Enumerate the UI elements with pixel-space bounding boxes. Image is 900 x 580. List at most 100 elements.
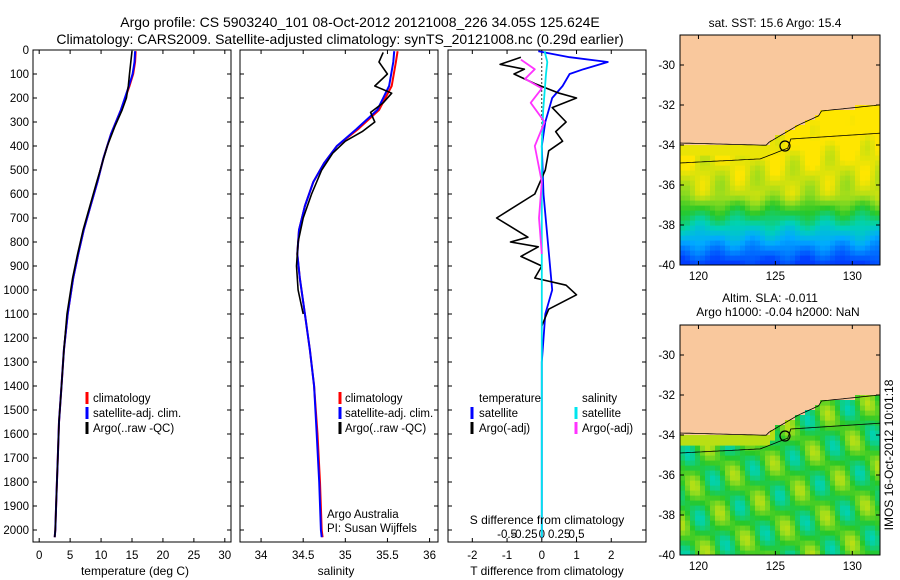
map-cell bbox=[690, 175, 696, 181]
map-cell bbox=[820, 545, 826, 551]
map-cell bbox=[875, 410, 880, 416]
map-cell bbox=[815, 405, 821, 411]
map-cell bbox=[770, 495, 776, 501]
map-cell bbox=[695, 460, 701, 466]
map-cell bbox=[845, 175, 851, 181]
map-cell bbox=[680, 195, 686, 201]
map-cell bbox=[770, 550, 776, 555]
map-cell bbox=[690, 150, 696, 156]
map-cell bbox=[870, 175, 876, 181]
map-cell bbox=[765, 225, 771, 231]
map-cell bbox=[865, 225, 871, 231]
map-cell bbox=[875, 195, 880, 201]
map-cell bbox=[815, 470, 821, 476]
map-cell bbox=[840, 135, 846, 141]
map-cell bbox=[765, 460, 771, 466]
map-cell bbox=[810, 250, 816, 256]
map-cell bbox=[750, 540, 756, 546]
map-cell bbox=[795, 250, 801, 256]
map-cell bbox=[740, 210, 746, 216]
annotation-argo-australia: Argo Australia bbox=[327, 509, 399, 521]
x-tick-label: 34 bbox=[255, 550, 268, 562]
series-line-s-argo-adj- bbox=[520, 58, 546, 255]
map-cell bbox=[680, 155, 686, 161]
map-cell bbox=[835, 150, 841, 156]
salinity-series bbox=[295, 51, 399, 538]
map-cell bbox=[825, 460, 831, 466]
depth-tick-label: 600 bbox=[10, 189, 29, 201]
map-cell bbox=[855, 250, 861, 256]
map-cell bbox=[730, 520, 736, 526]
map-cell bbox=[750, 455, 756, 461]
s-diff-tick-label: -0.25 bbox=[511, 529, 537, 541]
map-cell bbox=[690, 500, 696, 506]
map-cell bbox=[850, 205, 856, 211]
map-cell bbox=[860, 185, 866, 191]
map-cell bbox=[785, 195, 791, 201]
map-cell bbox=[710, 500, 716, 506]
map-cell bbox=[810, 530, 816, 536]
map-cell bbox=[865, 210, 871, 216]
map-cell bbox=[870, 230, 876, 236]
map-cell bbox=[800, 165, 806, 171]
map-cell bbox=[725, 500, 731, 506]
map-cell bbox=[720, 440, 726, 446]
map-cell bbox=[740, 200, 746, 206]
map-cell bbox=[730, 455, 736, 461]
map-cell bbox=[850, 500, 856, 506]
map-cell bbox=[810, 410, 816, 416]
map-cell bbox=[700, 260, 706, 265]
depth-axis: 0100200300400500600700800900100011001200… bbox=[3, 45, 646, 537]
map-cell bbox=[870, 205, 876, 211]
x-tick-label: 35.5 bbox=[376, 550, 398, 562]
map-cell bbox=[735, 145, 741, 151]
map-cell bbox=[760, 145, 766, 151]
map-cell bbox=[845, 495, 851, 501]
map-cell bbox=[745, 435, 751, 441]
map-cell bbox=[755, 245, 761, 251]
map-cell bbox=[775, 515, 781, 521]
map-cell bbox=[830, 145, 836, 151]
map-cell bbox=[785, 250, 791, 256]
map-cell bbox=[870, 235, 876, 241]
map-cell bbox=[710, 440, 716, 446]
map-cell bbox=[840, 115, 846, 121]
map-cell bbox=[810, 460, 816, 466]
map-cell bbox=[790, 500, 796, 506]
map-cell bbox=[735, 235, 741, 241]
map-cell bbox=[735, 150, 741, 156]
map-cell bbox=[680, 460, 686, 466]
map-cell bbox=[800, 130, 806, 136]
map-cell bbox=[805, 415, 811, 421]
map-cell bbox=[800, 250, 806, 256]
map-cell bbox=[815, 530, 821, 536]
map-cell bbox=[870, 215, 876, 221]
map-cell bbox=[815, 540, 821, 546]
map-cell bbox=[710, 480, 716, 486]
map-cell bbox=[690, 190, 696, 196]
map-cell bbox=[810, 495, 816, 501]
map-cell bbox=[845, 505, 851, 511]
x-tick-label: -2 bbox=[467, 550, 477, 562]
sst-map-frame bbox=[679, 34, 881, 266]
map-cell bbox=[770, 170, 776, 176]
map-cell bbox=[860, 200, 866, 206]
map-cell bbox=[815, 210, 821, 216]
map-cell bbox=[860, 460, 866, 466]
map-cell bbox=[865, 200, 871, 206]
map-cell bbox=[735, 435, 741, 441]
map-cell bbox=[835, 250, 841, 256]
difference-legend-salinity: salinity satellite Argo(-adj) bbox=[574, 393, 633, 435]
map-cell bbox=[755, 180, 761, 186]
map-cell bbox=[850, 495, 856, 501]
map-cell bbox=[840, 435, 846, 441]
map-cell bbox=[690, 145, 696, 151]
map-cell bbox=[765, 205, 771, 211]
map-cell bbox=[855, 530, 861, 536]
map-cell bbox=[835, 185, 841, 191]
map-y-tick-label: -32 bbox=[658, 100, 675, 112]
map-cell bbox=[730, 205, 736, 211]
map-cell bbox=[870, 150, 876, 156]
map-cell bbox=[805, 475, 811, 481]
map-cell bbox=[685, 240, 691, 246]
